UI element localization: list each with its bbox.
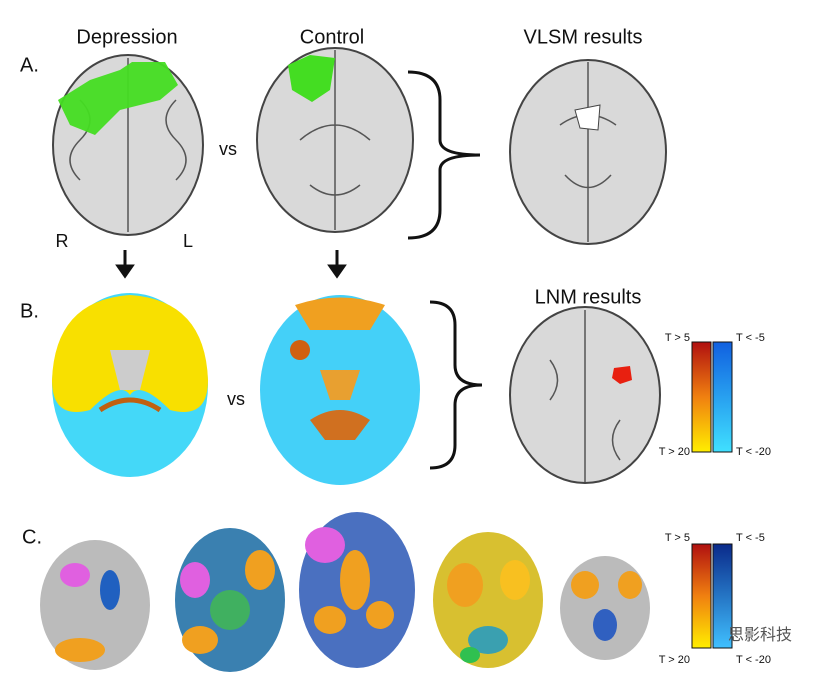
header: Depression [76, 26, 177, 48]
colorbar [691, 543, 733, 649]
colorbar-label: T < -5 [736, 532, 765, 544]
brain-control [256, 47, 414, 233]
panel-label: C. [22, 526, 42, 548]
brain-lnm-control [260, 295, 420, 485]
colorbar [691, 341, 733, 453]
hemisphere-label: R [56, 231, 69, 251]
colorbar-label: T > 5 [665, 532, 690, 544]
header: LNM results [535, 286, 642, 308]
watermark: 思影科技 [728, 626, 792, 644]
arrow [115, 250, 347, 279]
colorbar-label: T < -20 [736, 446, 771, 458]
bracket [407, 70, 481, 240]
colorbar-label: T > 20 [659, 654, 690, 666]
panel-label: B. [20, 300, 39, 322]
brain-lnm-depression [52, 293, 208, 477]
header: VLSM results [524, 26, 643, 48]
colorbar-label: T < -5 [736, 332, 765, 344]
vs-label: vs [227, 389, 245, 409]
brain-slices [40, 512, 650, 672]
bracket [429, 300, 483, 470]
colorbar-label: T > 20 [659, 446, 690, 458]
hemisphere-label: L [183, 231, 193, 251]
colorbar-label: T < -20 [736, 654, 771, 666]
brain-vlsm [509, 59, 667, 245]
header: Control [300, 26, 364, 48]
panel-label: A. [20, 54, 39, 76]
brain-lnm-result [509, 306, 661, 484]
brain-depression [52, 54, 204, 236]
vs-label: vs [219, 139, 237, 159]
colorbar-label: T > 5 [665, 332, 690, 344]
